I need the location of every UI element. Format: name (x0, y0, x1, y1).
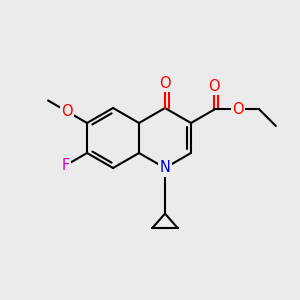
Text: O: O (159, 76, 171, 91)
Text: O: O (61, 104, 73, 119)
Text: F: F (61, 158, 70, 173)
Text: O: O (208, 79, 220, 94)
Text: O: O (232, 102, 244, 117)
Text: N: N (160, 160, 170, 175)
